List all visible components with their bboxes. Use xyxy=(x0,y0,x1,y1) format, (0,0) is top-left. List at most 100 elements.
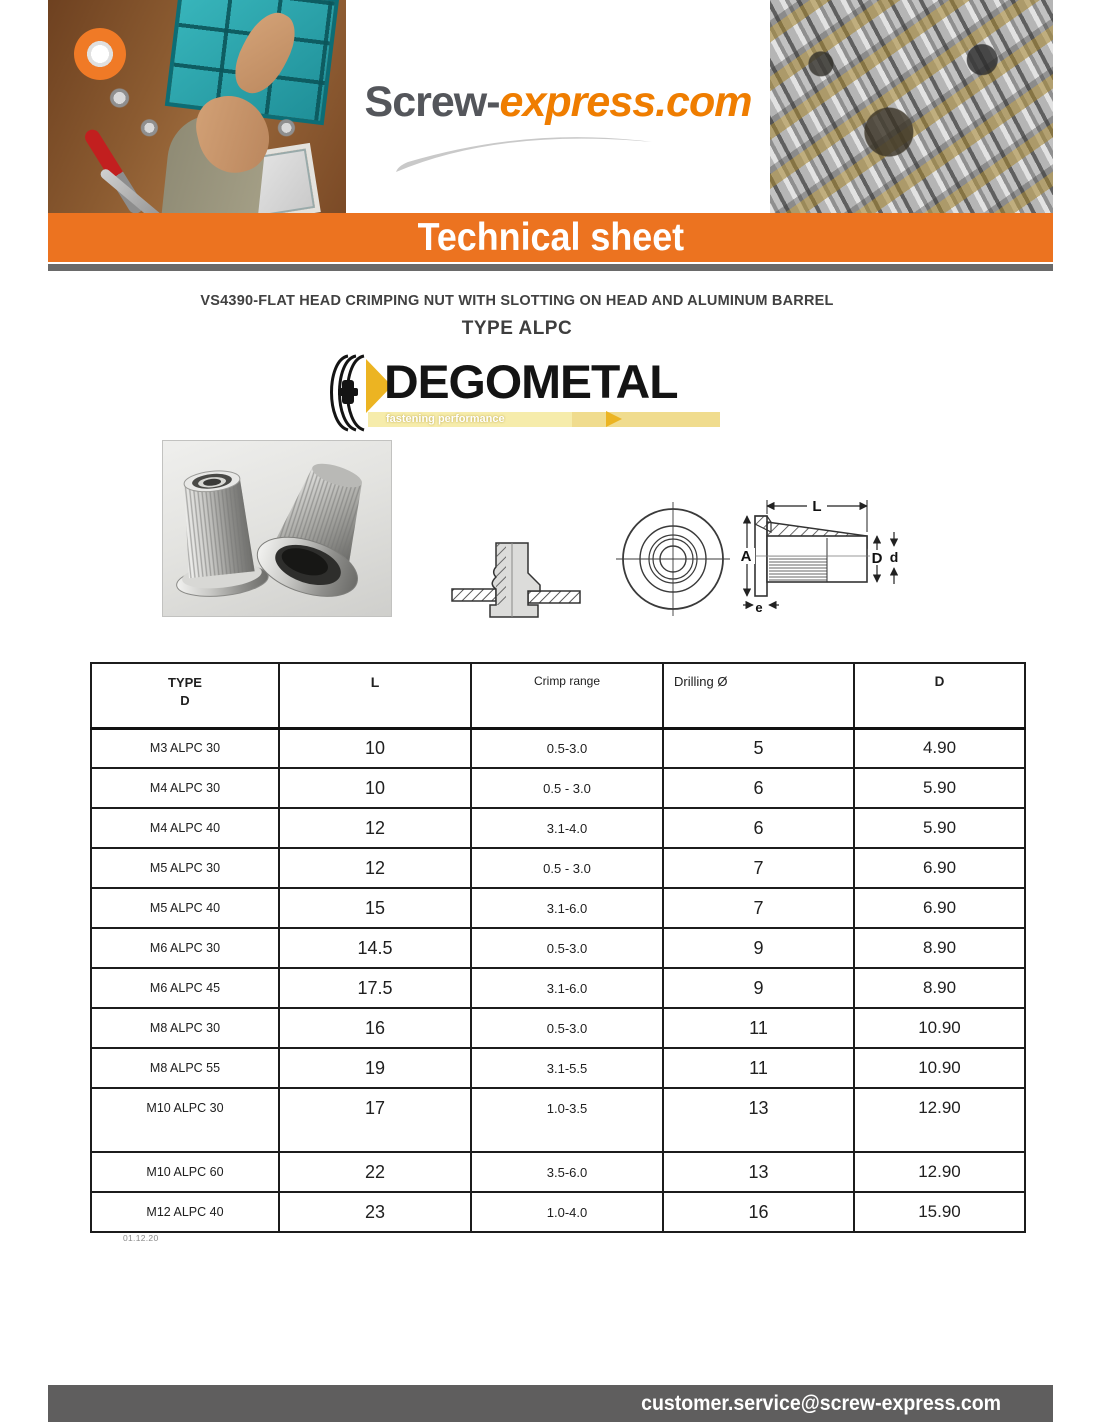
cell-type: M4 ALPC 40 xyxy=(90,807,280,849)
cell-diameter: 10.90 xyxy=(853,1047,1026,1089)
cell-diameter: 15.90 xyxy=(853,1191,1026,1233)
table-row: M4 ALPC 30 10 0.5 - 3.0 6 5.90 xyxy=(90,767,1026,809)
table-row: M6 ALPC 45 17.5 3.1-6.0 9 8.90 xyxy=(90,967,1026,1009)
workbench-photo xyxy=(48,0,346,213)
cell-crimp-range: 0.5-3.0 xyxy=(470,727,664,769)
table-row: M6 ALPC 30 14.5 0.5-3.0 9 8.90 xyxy=(90,927,1026,969)
technical-sheet-banner: Technical sheet xyxy=(48,213,1053,262)
top-view-diagram xyxy=(616,502,730,616)
cell-crimp-range: 1.0-4.0 xyxy=(470,1191,664,1233)
table-row: M8 ALPC 55 19 3.1-5.5 11 10.90 xyxy=(90,1047,1026,1089)
cell-type: M5 ALPC 40 xyxy=(90,887,280,929)
header-divider xyxy=(48,264,1053,271)
column-header-length: L xyxy=(278,662,472,730)
page-title: VS4390-FLAT HEAD CRIMPING NUT WITH SLOTT… xyxy=(200,293,834,309)
table-row: M10 ALPC 30 17 1.0-3.5 13 12.90 xyxy=(90,1087,1026,1153)
dim-label-e: e xyxy=(755,600,762,615)
table-row: M10 ALPC 60 22 3.5-6.0 13 12.90 xyxy=(90,1151,1026,1193)
spec-table-header-row: TYPE D L Crimp range Drilling Ø D xyxy=(90,662,1026,730)
table-row: M5 ALPC 40 15 3.1-6.0 7 6.90 xyxy=(90,887,1026,929)
strip-arrow-icon xyxy=(606,411,622,427)
cell-type: M5 ALPC 30 xyxy=(90,847,280,889)
cell-diameter: 6.90 xyxy=(853,887,1026,929)
cell-crimp-range: 3.1-5.5 xyxy=(470,1047,664,1089)
cell-length: 10 xyxy=(278,767,472,809)
cell-drilling: 5 xyxy=(662,727,855,769)
table-row: M8 ALPC 30 16 0.5-3.0 11 10.90 xyxy=(90,1007,1026,1049)
rivet-nuts-image xyxy=(176,463,362,597)
cell-type: M12 ALPC 40 xyxy=(90,1191,280,1233)
cell-length: 23 xyxy=(278,1191,472,1233)
degometal-tagline-strip: fastening performance xyxy=(368,411,720,427)
degometal-arrow-icon xyxy=(366,359,392,413)
cell-type: M10 ALPC 60 xyxy=(90,1151,280,1193)
cell-length: 19 xyxy=(278,1047,472,1089)
cell-diameter: 4.90 xyxy=(853,727,1026,769)
cell-type: M3 ALPC 30 xyxy=(90,727,280,769)
spec-table: TYPE D L Crimp range Drilling Ø D M3 ALP… xyxy=(90,662,1026,1233)
cell-length: 22 xyxy=(278,1151,472,1193)
cell-drilling: 7 xyxy=(662,887,855,929)
header-type-line2: D xyxy=(180,692,190,708)
screws-photo xyxy=(770,0,1053,213)
cell-length: 10 xyxy=(278,727,472,769)
cell-type: M8 ALPC 30 xyxy=(90,1007,280,1049)
cell-diameter: 10.90 xyxy=(853,1007,1026,1049)
column-header-type: TYPE D xyxy=(90,662,280,730)
cell-type: M6 ALPC 45 xyxy=(90,967,280,1009)
cell-crimp-range: 1.0-3.5 xyxy=(470,1087,664,1153)
cell-crimp-range: 0.5 - 3.0 xyxy=(470,847,664,889)
contact-email[interactable]: customer.service@screw-express.com xyxy=(641,1391,1001,1415)
brand-logo-area: Screw-express.com xyxy=(346,0,770,213)
cell-diameter: 12.90 xyxy=(853,1087,1026,1153)
cell-diameter: 6.90 xyxy=(853,847,1026,889)
cell-length: 14.5 xyxy=(278,927,472,969)
cell-crimp-range: 3.1-6.0 xyxy=(470,967,664,1009)
cell-diameter: 8.90 xyxy=(853,927,1026,969)
cell-drilling: 6 xyxy=(662,807,855,849)
cell-crimp-range: 3.1-6.0 xyxy=(470,887,664,929)
product-photo xyxy=(162,440,392,617)
footer-bar: customer.service@screw-express.com xyxy=(48,1385,1053,1422)
cell-crimp-range: 0.5-3.0 xyxy=(470,927,664,969)
cell-drilling: 9 xyxy=(662,967,855,1009)
cell-diameter: 12.90 xyxy=(853,1151,1026,1193)
cell-drilling: 13 xyxy=(662,1151,855,1193)
dim-label-L: L xyxy=(812,498,821,515)
logo-swoosh-graphic xyxy=(396,137,652,172)
degometal-logo: DEGOMETAL fastening performance xyxy=(312,350,732,436)
cell-type: M10 ALPC 30 xyxy=(90,1087,280,1153)
cell-length: 16 xyxy=(278,1007,472,1049)
revision-date: 01.12.20 xyxy=(123,1233,159,1243)
type-subtitle: TYPE ALPC xyxy=(461,318,573,339)
table-row: M12 ALPC 40 23 1.0-4.0 16 15.90 xyxy=(90,1191,1026,1233)
installation-section-diagram xyxy=(451,542,581,618)
side-view-diagram: L A D d e xyxy=(739,498,898,615)
cell-length: 17 xyxy=(278,1087,472,1153)
banner-title: Technical sheet xyxy=(417,215,684,259)
cell-crimp-range: 3.5-6.0 xyxy=(470,1151,664,1193)
header-type-line1: TYPE xyxy=(168,675,202,690)
table-row: M3 ALPC 30 10 0.5-3.0 5 4.90 xyxy=(90,727,1026,769)
cell-crimp-range: 0.5 - 3.0 xyxy=(470,767,664,809)
cell-drilling: 11 xyxy=(662,1047,855,1089)
column-header-drilling: Drilling Ø xyxy=(662,662,855,730)
cell-diameter: 5.90 xyxy=(853,807,1026,849)
cell-drilling: 7 xyxy=(662,847,855,889)
cell-type: M6 ALPC 30 xyxy=(90,927,280,969)
table-row: M5 ALPC 30 12 0.5 - 3.0 7 6.90 xyxy=(90,847,1026,889)
cell-crimp-range: 0.5-3.0 xyxy=(470,1007,664,1049)
cell-length: 12 xyxy=(278,807,472,849)
cell-drilling: 16 xyxy=(662,1191,855,1233)
column-header-diameter: D xyxy=(853,662,1026,730)
dim-label-A: A xyxy=(741,548,752,565)
cell-length: 17.5 xyxy=(278,967,472,1009)
brand-logo: Screw-express.com xyxy=(346,78,770,127)
screw-heads-image xyxy=(770,0,1053,213)
cell-drilling: 11 xyxy=(662,1007,855,1049)
cell-length: 12 xyxy=(278,847,472,889)
table-row: M4 ALPC 40 12 3.1-4.0 6 5.90 xyxy=(90,807,1026,849)
column-header-crimp-range: Crimp range xyxy=(470,662,664,730)
degometal-rivet-icon xyxy=(330,354,365,432)
